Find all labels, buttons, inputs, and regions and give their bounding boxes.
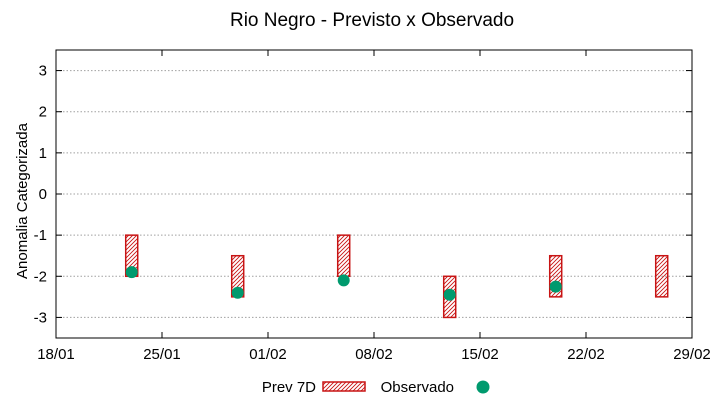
x-tick-label: 18/01 — [37, 346, 75, 363]
x-tick-label: 25/01 — [143, 346, 181, 363]
plot-frame — [55, 49, 693, 339]
x-tick-label: 01/02 — [249, 346, 287, 363]
legend-observed-label: Observado — [381, 379, 454, 396]
y-tick-label: -1 — [34, 227, 47, 244]
y-tick-label: -2 — [34, 268, 47, 285]
x-tick-label: 08/02 — [355, 346, 393, 363]
y-tick-labels: -3 -2 -1 0 1 2 3 — [34, 63, 47, 327]
chart-title: Rio Negro - Previsto x Observado — [230, 10, 514, 31]
x-tick-label: 15/02 — [461, 346, 499, 363]
forecast-series — [124, 234, 669, 319]
y-tick-label: 0 — [39, 186, 47, 203]
y-axis-label: Anomalia Categorizada — [14, 122, 31, 279]
forecast-interval-bar — [654, 254, 669, 298]
y-tick-label: -3 — [34, 309, 47, 326]
observed-point — [337, 274, 350, 287]
legend-observed-marker — [476, 380, 490, 394]
legend-forecast-swatch — [322, 381, 366, 392]
observed-point — [231, 286, 244, 299]
x-tick-label: 29/02 — [673, 346, 711, 363]
x-tick-label: 22/02 — [567, 346, 605, 363]
forecast-interval-bar — [336, 234, 351, 278]
y-tick-label: 3 — [39, 63, 47, 80]
x-tick-labels: 18/01 25/01 01/02 08/02 15/02 22/02 29/02 — [37, 346, 711, 363]
y-tick-label: 2 — [39, 104, 47, 121]
observed-point — [443, 288, 456, 301]
observed-point — [549, 280, 562, 293]
legend-forecast-label: Prev 7D — [262, 379, 316, 396]
y-tick-label: 1 — [39, 145, 47, 162]
observed-point — [125, 266, 138, 279]
grid-lines — [56, 70, 692, 318]
legend: Prev 7D Observado — [262, 379, 490, 396]
observed-series — [125, 266, 562, 301]
